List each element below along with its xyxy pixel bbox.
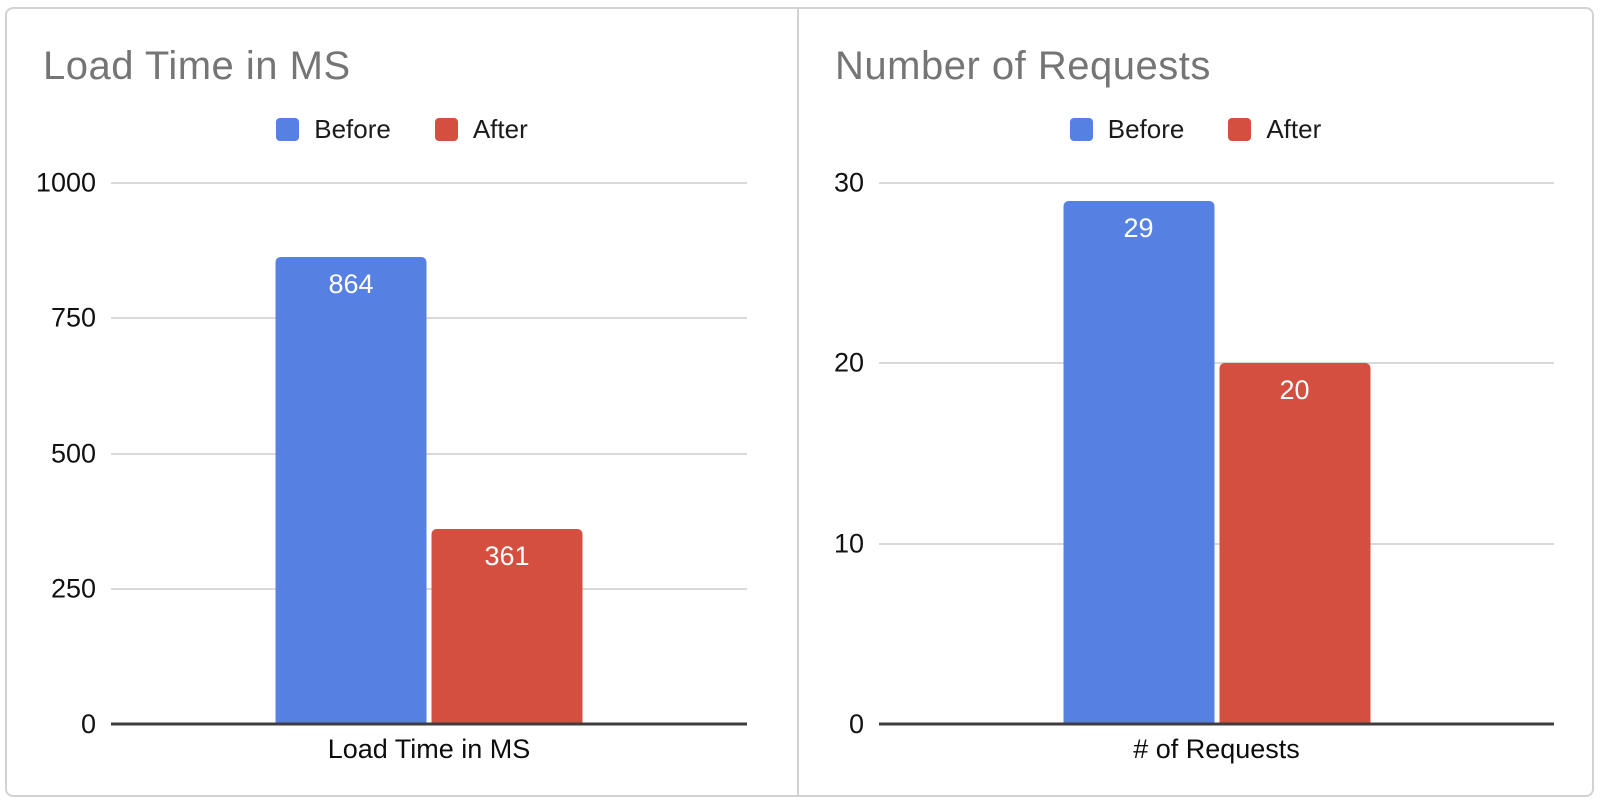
gridline: 500	[51, 438, 747, 468]
y-tick-label: 0	[80, 708, 96, 739]
legend-item-after: After	[434, 113, 528, 145]
gridline: 750	[51, 303, 747, 333]
y-tick-label: 750	[50, 302, 96, 333]
legend-swatch-after-icon	[1228, 117, 1252, 141]
y-tick-label: 10	[833, 528, 864, 559]
x-axis-label: # of Requests	[1133, 734, 1300, 764]
bar-before: 864	[275, 256, 427, 724]
plot-area: 1000 750 500 250 0 864 361	[36, 168, 747, 739]
y-tick-label: 500	[50, 438, 96, 468]
y-tick-label: 250	[50, 573, 96, 604]
chart-panel-load-time: Load Time in MS Before After 1000 750 500 25…	[7, 9, 799, 795]
legend-item-before: Before	[276, 114, 391, 145]
chart-title: Number of Requests	[835, 44, 1211, 88]
y-tick-label: 1000	[35, 167, 96, 198]
bar-after: 20	[1219, 363, 1370, 724]
y-tick-label: 30	[833, 167, 864, 198]
legend-item-after: After	[1228, 114, 1321, 145]
bar-value-label: 29	[1123, 213, 1154, 244]
bar-group: 29 20	[1063, 183, 1370, 724]
legend-swatch-before-icon	[1069, 117, 1093, 141]
bar-after: 361	[431, 528, 583, 724]
plot-area: 30 20 10 0 29 20	[834, 168, 1554, 739]
legend-label: After	[472, 113, 528, 144]
legend: Before After	[7, 113, 797, 145]
legend-label: Before	[314, 113, 391, 144]
chart-panel-requests: Number of Requests Before After 30 20 10 0 29…	[799, 9, 1592, 795]
x-axis-label: Load Time in MS	[327, 734, 531, 764]
bar-value-label: 864	[328, 268, 374, 299]
gridline: 20	[834, 348, 1554, 378]
legend-swatch-after-icon	[434, 117, 458, 141]
legend-label: After	[1266, 113, 1322, 144]
legend-item-before: Before	[1069, 113, 1185, 145]
y-tick-label: 20	[833, 347, 864, 378]
gridline: 30	[834, 168, 1554, 198]
x-axis-line: 0	[81, 709, 747, 739]
legend-swatch-before-icon	[276, 117, 300, 141]
gridline: 10	[834, 528, 1554, 558]
bar-value-label: 20	[1279, 375, 1310, 406]
legend-label: Before	[1107, 113, 1185, 144]
bar-before: 29	[1063, 201, 1214, 724]
chart-title: Load Time in MS	[43, 44, 351, 88]
legend: Before After	[799, 113, 1592, 145]
gridline: 250	[51, 573, 747, 603]
x-axis-line: 0	[849, 709, 1554, 739]
bar-group: 864 361	[275, 183, 583, 724]
gridline: 1000	[36, 168, 747, 198]
bar-value-label: 361	[484, 540, 530, 571]
y-tick-label: 0	[848, 708, 864, 739]
charts-frame: Load Time in MS Before After 1000 750 500 25…	[5, 7, 1594, 797]
